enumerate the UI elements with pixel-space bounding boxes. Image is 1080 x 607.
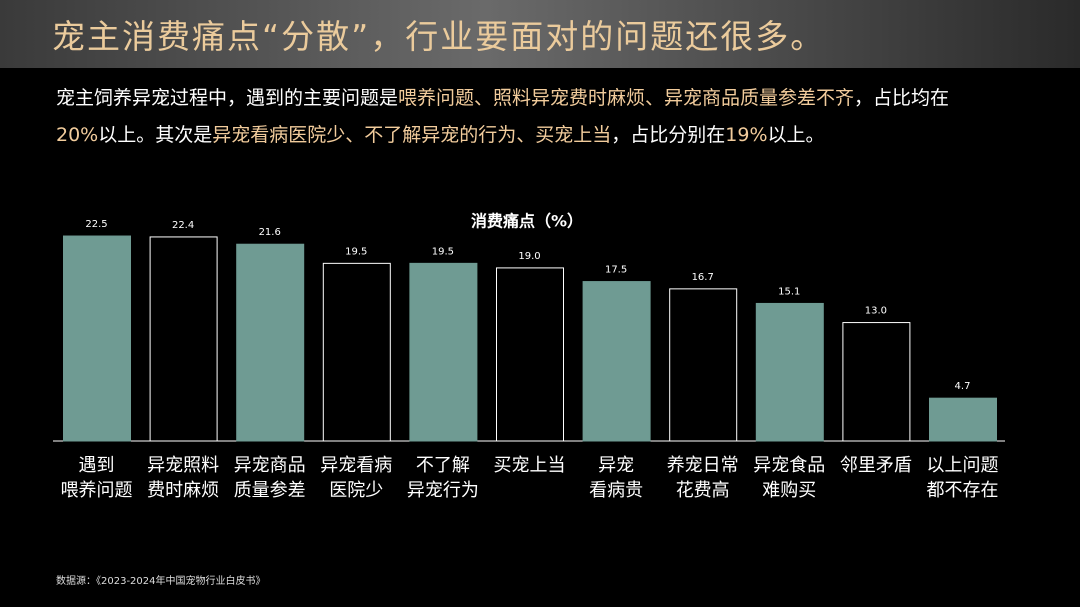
text-segment: 19% [725,124,768,146]
text-segment: 喂养问题、照料异宠费时麻烦、异宠商品质量参差不齐 [398,87,855,109]
title-bar [0,0,1080,68]
bar [236,243,305,442]
text-segment: 以上。其次是 [98,124,213,146]
value-label: 19.5 [345,246,367,257]
description-line: 宠主饲养异宠过程中，遇到的主要问题是喂养问题、照料异宠费时麻烦、异宠商品质量参差… [56,80,949,117]
text-segment: 以上。 [767,124,825,146]
bar [842,322,911,442]
chart-title: 消费痛点（%） [471,212,583,231]
x-tick-label: 看病贵 [589,480,643,501]
x-tick-label: 质量参差 [234,480,306,501]
bar [409,262,478,442]
value-label: 4.7 [955,381,971,392]
bar [929,397,997,442]
bar [669,288,738,442]
x-tick-label: 医院少 [329,480,383,501]
x-tick-label: 异宠 [598,455,634,476]
value-label: 13.0 [865,306,887,317]
description: 宠主饲养异宠过程中，遇到的主要问题是喂养问题、照料异宠费时麻烦、异宠商品质量参差… [56,80,949,154]
slide-title: 宠主消费痛点“分散”，行业要面对的问题还很多。 [52,17,826,56]
x-tick-label: 喂养问题 [61,480,133,501]
x-tick-label: 以上问题 [927,455,999,476]
bar [582,281,651,442]
text-segment: ，占比分别在 [611,124,726,146]
x-tick-label: 不了解 [416,455,470,476]
value-label: 19.5 [432,246,454,257]
x-tick-label: 异宠食品 [753,455,825,476]
x-tick-label: 异宠行为 [407,480,479,501]
value-label: 22.5 [85,219,107,230]
x-tick-label: 买宠上当 [494,455,566,476]
text-segment: ，占比均在 [854,87,950,109]
text-segment: 20% [56,124,99,146]
bar [149,236,218,442]
x-tick-label: 异宠商品 [234,455,306,476]
bar [496,267,564,442]
value-label: 15.1 [778,286,800,297]
x-tick-label: 遇到 [79,455,115,476]
source: 数据源：《2023-2024年中国宠物行业白皮书》 [56,576,266,587]
x-tick-label: 费时麻烦 [147,480,219,501]
value-label: 16.7 [692,272,714,283]
x-tick-label: 邻里矛盾 [840,455,912,476]
x-tick-label: 花费高 [676,480,730,501]
bar [63,235,131,442]
value-label: 22.4 [172,220,194,231]
x-tick-label: 养宠日常 [667,455,739,476]
description-line: 20%以上。其次是异宠看病医院少、不了解异宠的行为、买宠上当，占比分别在19%以… [56,117,949,154]
text-segment: 宠主饲养异宠过程中，遇到的主要问题是 [56,87,399,109]
value-label: 17.5 [605,265,627,276]
x-tick-label: 难购买 [762,480,816,501]
bar [755,302,824,442]
x-tick-label: 异宠照料 [147,455,219,476]
x-tick-label: 异宠看病 [320,455,392,476]
text-segment: 异宠看病医院少、不了解异宠的行为、买宠上当 [212,124,612,146]
value-label: 21.6 [259,227,281,238]
x-tick-label: 都不存在 [927,480,999,501]
value-label: 19.0 [518,251,540,262]
bar [322,262,391,442]
